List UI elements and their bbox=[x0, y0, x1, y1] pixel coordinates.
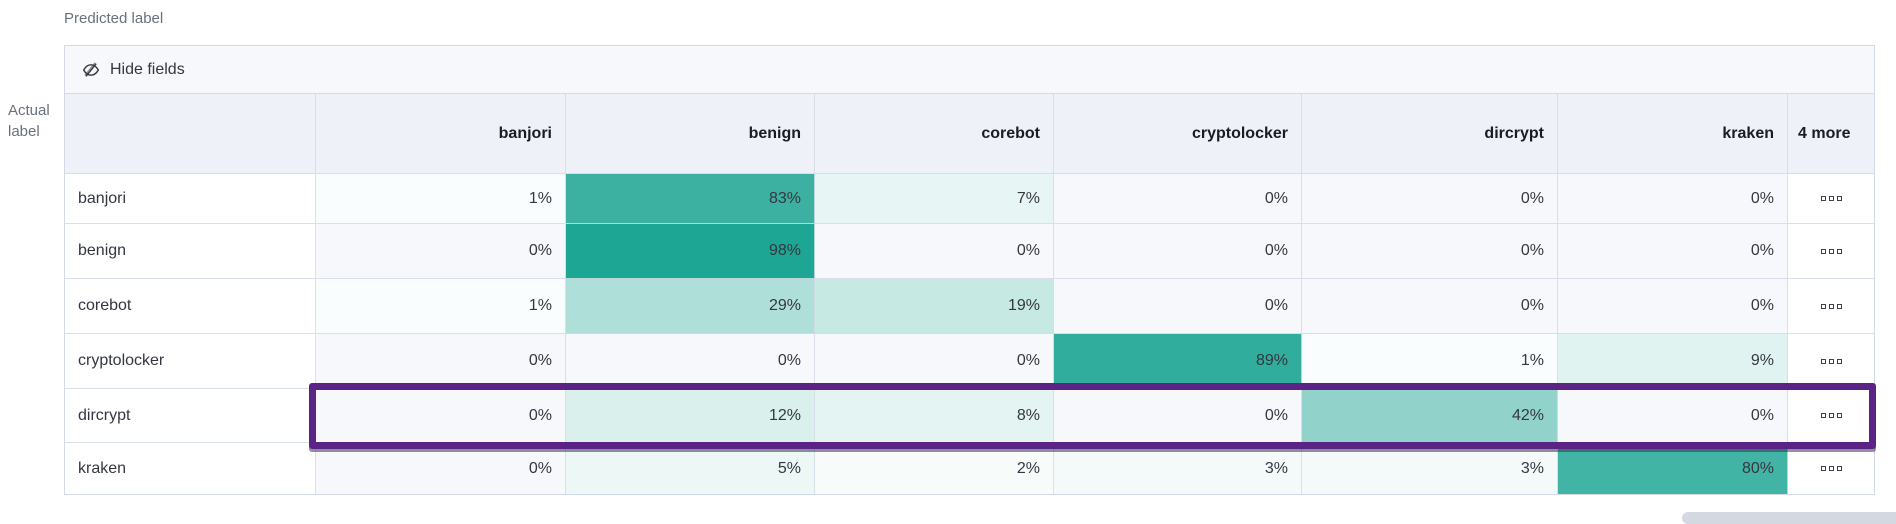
cell-corebot-dircrypt[interactable]: 0% bbox=[1302, 279, 1558, 334]
row-more-actions-button[interactable] bbox=[1788, 334, 1874, 389]
confusion-matrix-grid: Hide fields banjoribenigncorebotcryptolo… bbox=[64, 45, 1875, 495]
cell-cryptolocker-benign[interactable]: 0% bbox=[566, 334, 815, 389]
cell-kraken-banjori[interactable]: 0% bbox=[316, 443, 566, 494]
column-header-row: banjoribenigncorebotcryptolockerdircrypt… bbox=[65, 94, 1874, 174]
cell-cryptolocker-kraken[interactable]: 9% bbox=[1558, 334, 1788, 389]
cell-cryptolocker-dircrypt[interactable]: 1% bbox=[1302, 334, 1558, 389]
matrix-row-kraken: kraken0%5%2%3%3%80% bbox=[65, 443, 1874, 494]
column-header-corebot[interactable]: corebot bbox=[815, 94, 1054, 174]
cell-banjori-corebot[interactable]: 7% bbox=[815, 174, 1054, 224]
column-header-dircrypt[interactable]: dircrypt bbox=[1302, 94, 1558, 174]
cell-benign-kraken[interactable]: 0% bbox=[1558, 224, 1788, 279]
cell-cryptolocker-corebot[interactable]: 0% bbox=[815, 334, 1054, 389]
horizontal-scrollbar-thumb[interactable] bbox=[1682, 512, 1896, 524]
corner-header-cell bbox=[65, 94, 316, 174]
matrix-row-cryptolocker: cryptolocker0%0%0%89%1%9% bbox=[65, 334, 1874, 389]
column-header-kraken[interactable]: kraken bbox=[1558, 94, 1788, 174]
cell-dircrypt-kraken[interactable]: 0% bbox=[1558, 389, 1788, 443]
matrix-row-banjori: banjori1%83%7%0%0%0% bbox=[65, 174, 1874, 224]
boxes-horizontal-icon bbox=[1821, 196, 1842, 201]
cell-dircrypt-benign[interactable]: 12% bbox=[566, 389, 815, 443]
cell-kraken-cryptolocker[interactable]: 3% bbox=[1054, 443, 1302, 494]
matrix-row-corebot: corebot1%29%19%0%0%0% bbox=[65, 279, 1874, 334]
row-more-actions-button[interactable] bbox=[1788, 279, 1874, 334]
cell-banjori-dircrypt[interactable]: 0% bbox=[1302, 174, 1558, 224]
cell-banjori-benign[interactable]: 83% bbox=[566, 174, 815, 224]
cell-benign-cryptolocker[interactable]: 0% bbox=[1054, 224, 1302, 279]
cell-kraken-benign[interactable]: 5% bbox=[566, 443, 815, 494]
cell-benign-benign[interactable]: 98% bbox=[566, 224, 815, 279]
column-header-cryptolocker[interactable]: cryptolocker bbox=[1054, 94, 1302, 174]
cell-corebot-banjori[interactable]: 1% bbox=[316, 279, 566, 334]
boxes-horizontal-icon bbox=[1821, 359, 1842, 364]
actual-axis-label: Actual label bbox=[8, 100, 60, 142]
predicted-axis-label: Predicted label bbox=[64, 8, 163, 29]
cell-kraken-kraken[interactable]: 80% bbox=[1558, 443, 1788, 494]
matrix-body: banjoribenigncorebotcryptolockerdircrypt… bbox=[65, 94, 1874, 494]
column-header-banjori[interactable]: banjori bbox=[316, 94, 566, 174]
cell-dircrypt-cryptolocker[interactable]: 0% bbox=[1054, 389, 1302, 443]
hide-fields-button[interactable]: Hide fields bbox=[65, 46, 1874, 94]
cell-banjori-banjori[interactable]: 1% bbox=[316, 174, 566, 224]
cell-cryptolocker-cryptolocker[interactable]: 89% bbox=[1054, 334, 1302, 389]
boxes-horizontal-icon bbox=[1821, 466, 1842, 471]
column-header-benign[interactable]: benign bbox=[566, 94, 815, 174]
cell-corebot-corebot[interactable]: 19% bbox=[815, 279, 1054, 334]
row-label-kraken[interactable]: kraken bbox=[65, 443, 316, 494]
eye-closed-icon bbox=[82, 61, 100, 79]
row-label-corebot[interactable]: corebot bbox=[65, 279, 316, 334]
cell-benign-corebot[interactable]: 0% bbox=[815, 224, 1054, 279]
row-label-cryptolocker[interactable]: cryptolocker bbox=[65, 334, 316, 389]
cell-corebot-kraken[interactable]: 0% bbox=[1558, 279, 1788, 334]
column-header-more[interactable]: 4 more bbox=[1788, 94, 1874, 174]
cell-corebot-cryptolocker[interactable]: 0% bbox=[1054, 279, 1302, 334]
cell-dircrypt-banjori[interactable]: 0% bbox=[316, 389, 566, 443]
cell-dircrypt-corebot[interactable]: 8% bbox=[815, 389, 1054, 443]
cell-kraken-dircrypt[interactable]: 3% bbox=[1302, 443, 1558, 494]
cell-banjori-cryptolocker[interactable]: 0% bbox=[1054, 174, 1302, 224]
row-label-dircrypt[interactable]: dircrypt bbox=[65, 389, 316, 443]
cell-benign-dircrypt[interactable]: 0% bbox=[1302, 224, 1558, 279]
cell-kraken-corebot[interactable]: 2% bbox=[815, 443, 1054, 494]
cell-cryptolocker-banjori[interactable]: 0% bbox=[316, 334, 566, 389]
cell-corebot-benign[interactable]: 29% bbox=[566, 279, 815, 334]
boxes-horizontal-icon bbox=[1821, 304, 1842, 309]
matrix-row-dircrypt: dircrypt0%12%8%0%42%0% bbox=[65, 389, 1874, 443]
boxes-horizontal-icon bbox=[1821, 249, 1842, 254]
row-label-banjori[interactable]: banjori bbox=[65, 174, 316, 224]
row-more-actions-button[interactable] bbox=[1788, 443, 1874, 494]
cell-banjori-kraken[interactable]: 0% bbox=[1558, 174, 1788, 224]
cell-dircrypt-dircrypt[interactable]: 42% bbox=[1302, 389, 1558, 443]
hide-fields-label: Hide fields bbox=[110, 61, 185, 79]
matrix-row-benign: benign0%98%0%0%0%0% bbox=[65, 224, 1874, 279]
row-label-benign[interactable]: benign bbox=[65, 224, 316, 279]
row-more-actions-button[interactable] bbox=[1788, 389, 1874, 443]
boxes-horizontal-icon bbox=[1821, 413, 1842, 418]
row-more-actions-button[interactable] bbox=[1788, 174, 1874, 224]
cell-benign-banjori[interactable]: 0% bbox=[316, 224, 566, 279]
row-more-actions-button[interactable] bbox=[1788, 224, 1874, 279]
